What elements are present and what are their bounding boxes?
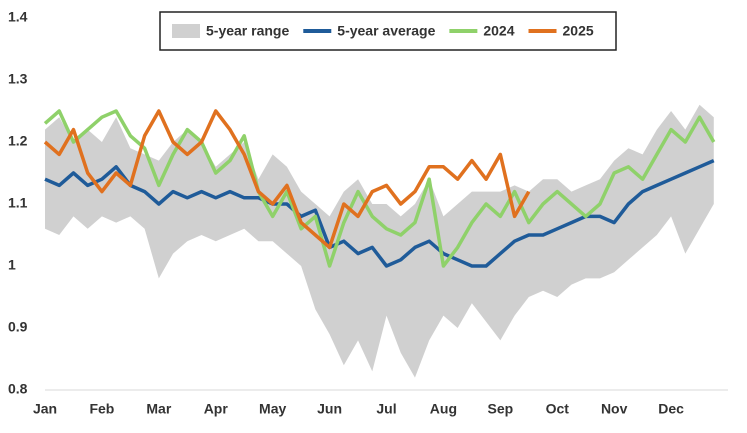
x-tick-label: Jan bbox=[33, 401, 57, 417]
legend-label: 2024 bbox=[483, 23, 514, 39]
range-area bbox=[45, 104, 714, 378]
y-tick-label: 1.1 bbox=[8, 195, 28, 211]
y-tick-label: 0.8 bbox=[8, 381, 28, 397]
x-tick-label: Sep bbox=[487, 401, 513, 417]
x-tick-label: Feb bbox=[89, 401, 114, 417]
x-tick-label: Mar bbox=[146, 401, 171, 417]
series-line bbox=[43, 109, 716, 268]
legend-label: 5-year range bbox=[206, 23, 289, 39]
legend-label: 5-year average bbox=[337, 23, 435, 39]
y-tick-label: 1.2 bbox=[8, 133, 28, 149]
x-tick-label: Jul bbox=[376, 401, 396, 417]
x-tick-label: Aug bbox=[430, 401, 457, 417]
x-tick-label: Dec bbox=[658, 401, 684, 417]
x-tick-label: Jun bbox=[317, 401, 342, 417]
y-tick-label: 1.3 bbox=[8, 71, 28, 87]
series-line bbox=[43, 109, 531, 250]
y-tick-label: 1.4 bbox=[8, 9, 28, 25]
x-tick-label: Oct bbox=[546, 401, 570, 417]
series-line bbox=[44, 158, 715, 268]
x-tick-label: Apr bbox=[204, 401, 229, 417]
legend-swatch bbox=[172, 24, 200, 38]
y-tick-label: 1 bbox=[8, 257, 16, 273]
legend-label: 2025 bbox=[563, 23, 594, 39]
x-tick-label: Nov bbox=[601, 401, 628, 417]
y-tick-label: 0.9 bbox=[8, 319, 28, 335]
x-tick-label: May bbox=[259, 401, 286, 417]
